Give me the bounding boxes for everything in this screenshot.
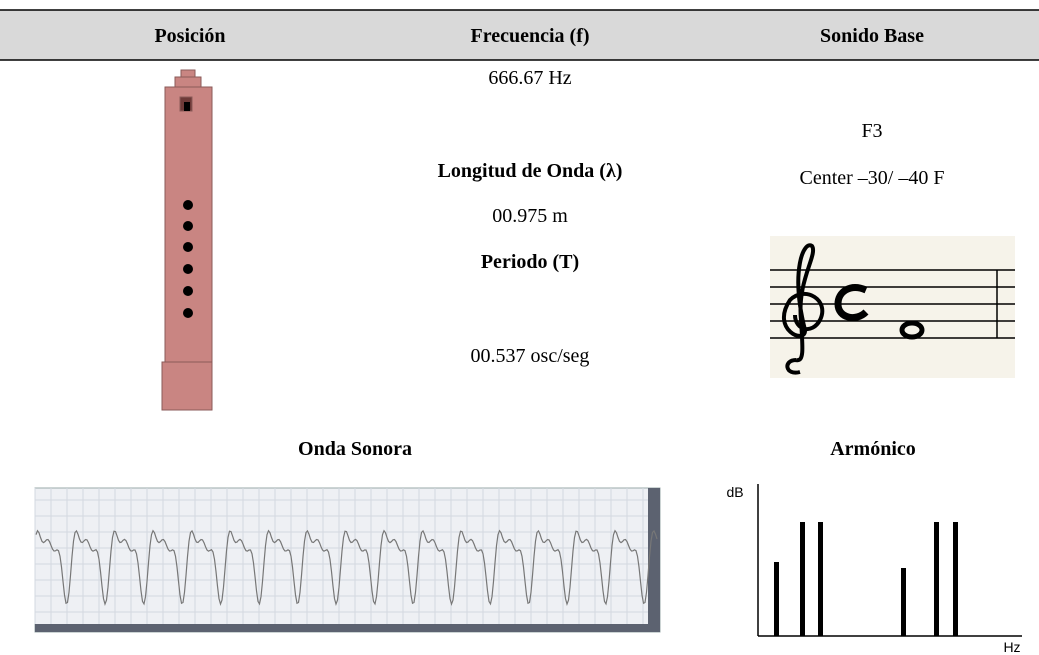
- column-header: Posición: [154, 25, 225, 47]
- wavelength-label: Longitud de Onda (λ): [438, 160, 623, 182]
- period-label: Periodo (T): [481, 251, 579, 273]
- note: F3: [861, 120, 882, 142]
- wavelength-value: 00.975 m: [492, 205, 568, 227]
- column-header: Frecuencia (f): [470, 25, 589, 47]
- frequency-value: 666.67 Hz: [488, 67, 571, 89]
- harmonic-chart: dB Hz: [726, 484, 1022, 655]
- period-value: 00.537 osc/seg: [471, 345, 590, 367]
- y-axis-label: dB: [726, 484, 743, 500]
- tuning: Center –30/ –40 F: [800, 167, 945, 189]
- x-axis-label: Hz: [1003, 639, 1020, 655]
- column-header: Sonido Base: [820, 25, 924, 47]
- waveform-screenshot: [34, 487, 661, 633]
- waveform: [35, 529, 658, 607]
- music-staff: [770, 236, 1015, 378]
- header-band: [0, 10, 1039, 60]
- section-title: Onda Sonora: [298, 438, 412, 460]
- flute-illustration: [161, 69, 213, 411]
- section-title: Armónico: [830, 438, 916, 460]
